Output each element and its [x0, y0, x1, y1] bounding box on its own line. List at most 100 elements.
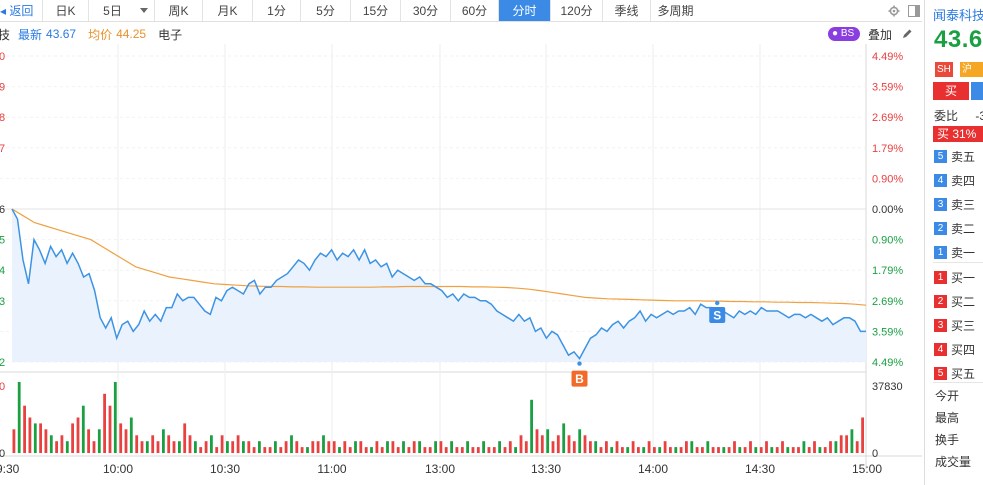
tab-120分[interactable]: 120分: [550, 0, 602, 21]
volume-bar: [332, 441, 336, 453]
volume-bar: [508, 441, 512, 453]
volume-min-label: 0: [872, 448, 878, 460]
volume-bar: [231, 441, 235, 453]
volume-bar: [514, 447, 517, 453]
bs-toggle-button[interactable]: ● BS: [828, 27, 861, 41]
volume-bar: [44, 429, 48, 453]
tab-label: 5分: [316, 4, 335, 18]
overlay-button[interactable]: 叠加: [868, 26, 913, 43]
level-number: 1: [934, 245, 947, 259]
volume-bar: [311, 441, 315, 453]
order-level-卖五[interactable]: 5 卖五: [934, 148, 975, 164]
tab-周K[interactable]: 周K: [154, 0, 202, 21]
volume-bar: [113, 382, 117, 453]
volume-bar: [103, 393, 106, 453]
order-level-卖三[interactable]: 3 卖三: [934, 196, 975, 212]
tab-日K[interactable]: 日K: [42, 0, 88, 21]
buy-marker[interactable]: [571, 370, 588, 387]
tab-分时[interactable]: 分时: [498, 0, 550, 21]
tab-5日[interactable]: 5日: [88, 0, 154, 21]
tab-1分[interactable]: 1分: [252, 0, 300, 21]
stat-label: 换手: [935, 433, 960, 447]
volume-bar: [162, 429, 165, 453]
tab-label: 日K: [55, 4, 76, 18]
tab-60分[interactable]: 60分: [450, 0, 498, 21]
order-level-买一[interactable]: 1 买一: [934, 269, 975, 285]
time-tick-label: 14:30: [745, 462, 775, 476]
volume-bar: [284, 441, 288, 453]
order-level-卖二[interactable]: 2 卖二: [934, 220, 975, 236]
volume-left-top-label: 0: [0, 381, 5, 393]
order-level-卖一[interactable]: 1 卖一: [934, 244, 975, 260]
volume-bar: [359, 441, 363, 453]
order-level-买五[interactable]: 5 买五: [934, 365, 975, 381]
tab-label: 季线: [614, 4, 639, 18]
volume-bar: [236, 435, 240, 454]
volume-bar: [396, 447, 400, 453]
volume-bar: [690, 441, 694, 453]
tab-15分[interactable]: 15分: [350, 0, 400, 21]
volume-bar: [343, 441, 347, 453]
level-number: 5: [934, 366, 947, 380]
order-level-买三[interactable]: 3 买三: [934, 317, 975, 333]
volume-bar: [455, 447, 459, 453]
volume-bar: [855, 441, 859, 453]
volume-bar: [839, 435, 843, 454]
tab-5分[interactable]: 5分: [300, 0, 350, 21]
volume-bar: [348, 447, 352, 453]
level-number: 2: [934, 294, 947, 308]
volume-bar: [685, 441, 688, 453]
tab-label: 15分: [362, 4, 389, 18]
sell-button[interactable]: [971, 82, 983, 100]
volume-bar: [743, 447, 747, 453]
volume-bar: [55, 441, 58, 453]
volume-bar: [733, 441, 736, 453]
info-prefix: 技: [0, 27, 11, 42]
stat-label: 成交量: [935, 455, 972, 469]
level-label: 买一: [951, 270, 976, 285]
intraday-chart[interactable]: 4.49% 3.59% 2.69% 1.79% 0.90% 0.00% 0.90% 1.79%…: [0, 44, 922, 485]
level-label: 买五: [951, 366, 976, 381]
volume-bar: [669, 447, 672, 453]
volume-bar: [423, 447, 427, 453]
volume-bar: [482, 441, 485, 453]
volume-bar: [274, 441, 277, 453]
tab-季线[interactable]: 季线: [602, 0, 650, 21]
volume-bar: [589, 441, 592, 453]
tab-多周期[interactable]: 多周期: [650, 0, 700, 21]
volume-bar: [791, 447, 795, 453]
volume-bar: [556, 435, 560, 454]
pencil-icon: [903, 29, 912, 38]
volume-bar: [540, 435, 544, 454]
order-level-卖四[interactable]: 4 卖四: [934, 172, 975, 188]
volume-bar: [738, 447, 742, 453]
panel-toggle-icon[interactable]: [908, 5, 920, 17]
volume-bar: [279, 447, 283, 453]
tab-30分[interactable]: 30分: [400, 0, 450, 21]
volume-bar: [17, 382, 21, 453]
back-button[interactable]: ◂ 返回: [0, 4, 34, 18]
volume-bar: [594, 441, 598, 453]
gear-icon[interactable]: [888, 5, 900, 17]
volume-bar: [316, 441, 320, 453]
order-level-买二[interactable]: 2 买二: [934, 293, 975, 309]
buy-button[interactable]: 买: [933, 82, 969, 100]
volume-bar: [375, 441, 379, 453]
volume-bar: [647, 441, 651, 453]
volume-bar: [717, 447, 720, 453]
sell-marker[interactable]: [709, 307, 726, 323]
tab-月K[interactable]: 月K: [202, 0, 252, 21]
buy-marker-label: B: [575, 372, 584, 386]
volume-bar: [845, 435, 848, 454]
sector-label: 电子: [158, 27, 183, 42]
volume-bar: [663, 441, 667, 453]
tab-label: 30分: [412, 4, 439, 18]
avg-value: 44.25: [116, 27, 147, 41]
stock-name[interactable]: 闻泰科技: [933, 8, 983, 23]
volume-bar: [412, 441, 416, 453]
order-level-买四[interactable]: 4 买四: [934, 341, 975, 357]
volume-bar: [562, 423, 566, 453]
volume-bar: [701, 447, 704, 453]
volume-bar: [631, 441, 635, 453]
volume-bar: [711, 447, 715, 453]
